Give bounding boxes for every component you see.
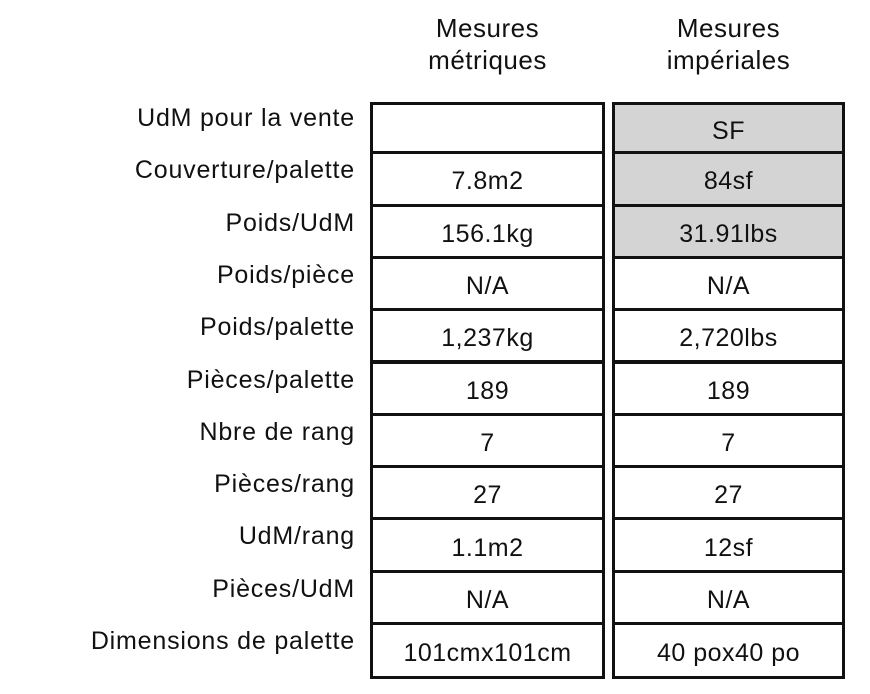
column-header: métriques <box>428 45 547 75</box>
cell: 31.91lbs <box>612 203 845 259</box>
cell: 2,720lbs <box>612 308 845 364</box>
cell: 12sf <box>612 517 845 573</box>
cell: SF <box>612 102 845 155</box>
row-label: Poids/UdM <box>225 208 355 237</box>
row-label: Poids/palette <box>200 313 355 342</box>
cell: N/A <box>370 255 605 312</box>
cell: 7 <box>612 412 845 469</box>
row-label: Pièces/UdM <box>212 574 355 603</box>
column-header: impériales <box>666 45 791 75</box>
row-label: Pièces/rang <box>214 470 355 499</box>
cell: 156.1kg <box>370 203 605 259</box>
cell: 189 <box>370 360 605 416</box>
cell: N/A <box>612 255 845 312</box>
cell: 189 <box>612 360 845 416</box>
row-label: Couverture/palette <box>134 156 355 185</box>
row-label: UdM/rang <box>238 522 355 551</box>
row-label: Poids/pièce <box>216 260 355 289</box>
row-label: Nbre de rang <box>199 417 355 446</box>
cell: 101cmx101cm <box>370 622 605 680</box>
row-label: Dimensions de palette <box>90 627 355 655</box>
cell: 27 <box>370 465 605 521</box>
cell: 1.1m2 <box>370 517 605 573</box>
cell <box>370 102 605 155</box>
cell: 27 <box>612 465 845 521</box>
row-label: Pièces/palette <box>186 365 355 394</box>
cell: N/A <box>370 569 605 625</box>
row-label: UdM pour la vente <box>137 104 355 132</box>
cell: N/A <box>612 569 845 625</box>
column-header: Mesures <box>435 13 540 43</box>
cell: 1,237kg <box>370 308 605 364</box>
cell: 84sf <box>612 151 845 207</box>
cell: 40 pox40 po <box>612 622 845 680</box>
column-header: Mesures <box>676 13 781 43</box>
cell: 7.8m2 <box>370 151 605 207</box>
cell: 7 <box>370 412 605 469</box>
